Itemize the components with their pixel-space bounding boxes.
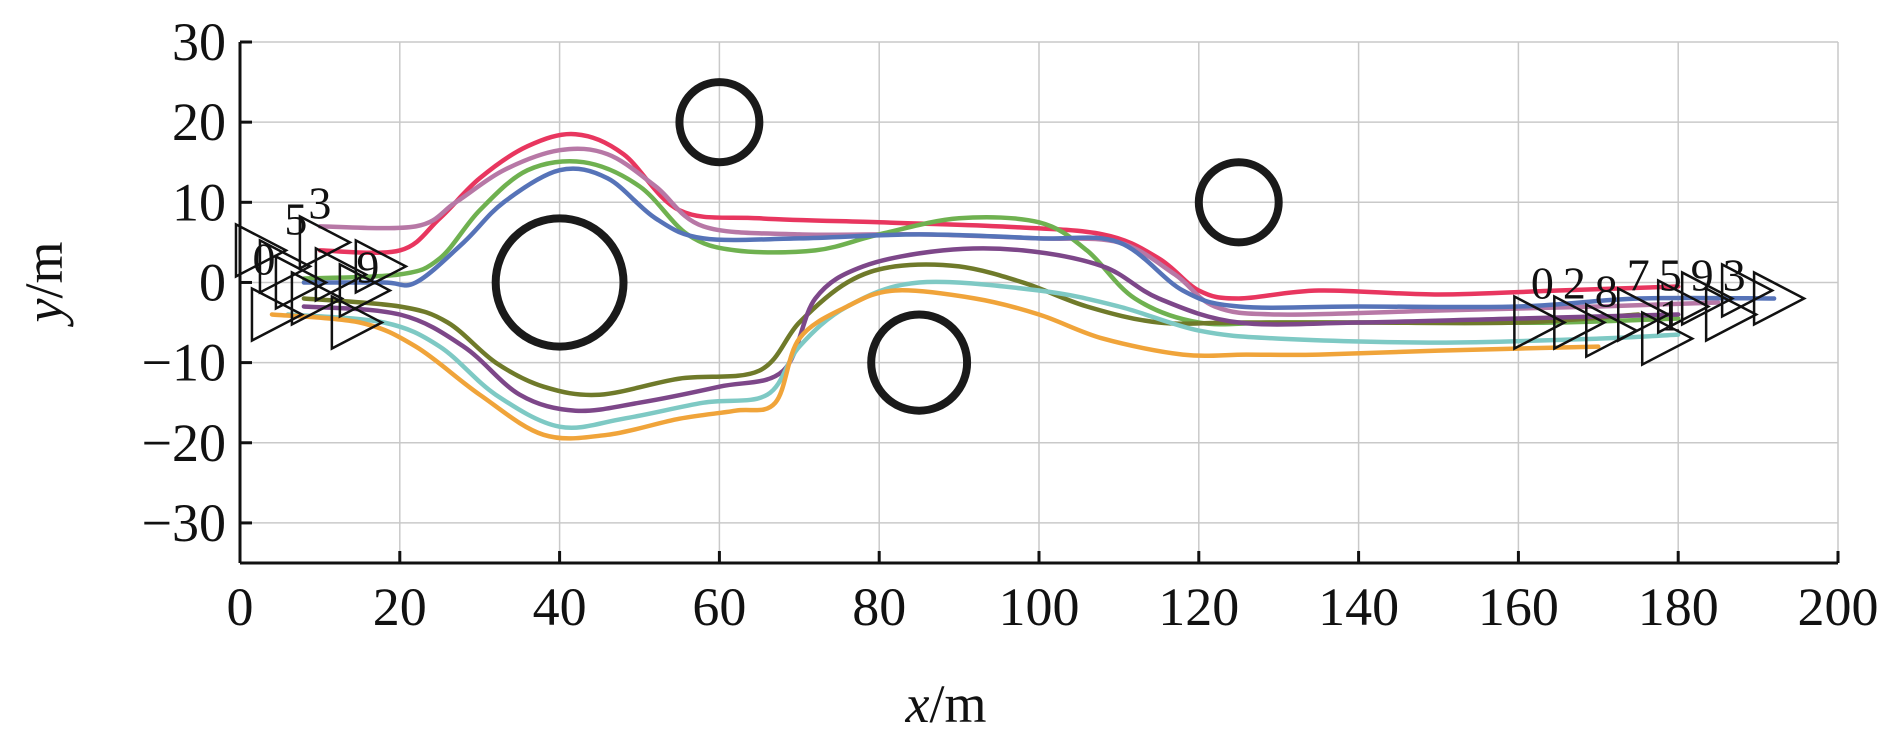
vehicle-marker-label: 1 [1659,290,1682,341]
y-tick-label: −30 [142,493,226,553]
trajectory-line [301,166,1777,310]
vehicle-marker [258,238,313,295]
vehicle-marker [1704,286,1759,343]
vehicle-marker-label: 3 [308,177,331,228]
vehicle-marker-label: 5 [1659,249,1682,300]
x-axis-unit: /m [929,674,986,734]
x-tick-label: 200 [1798,577,1879,637]
x-tick-label: 60 [692,577,746,637]
grid [240,41,1839,563]
x-tick-label: 0 [227,577,254,637]
vehicle-markers: 350 9 0 2 8 7 5 9 31 [234,177,1807,367]
y-axis-unit: /m [14,242,74,299]
vehicle-marker [338,262,393,319]
y-tick-label: 10 [172,172,226,232]
x-tick-label: 120 [1158,577,1239,637]
vehicle-marker [1553,294,1608,351]
vehicle-marker-label: 8 [1595,266,1618,317]
obstacles [491,78,1283,415]
x-tick-label: 80 [852,577,906,637]
vehicle-marker-label: 0 [1531,257,1554,308]
vehicle-marker [1752,270,1807,327]
vehicle-marker-label: 0 [252,233,275,284]
axes [238,40,1840,565]
vehicle-marker-label: 9 [356,241,379,292]
vehicle-marker [354,238,409,295]
vehicle-marker [1585,302,1639,359]
tick-labels: 0 20 40 60 80 100 120 140 160 180 2003020100−10−20… [142,12,1879,637]
vehicle-marker [1720,262,1775,319]
vehicle-marker [1640,310,1695,367]
x-axis-var: x [905,674,930,734]
vehicle-marker-label: 2 [1563,257,1586,308]
obstacle-circle [675,78,764,167]
vehicle-marker-label: 7 [1627,249,1650,300]
vehicle-marker [274,254,329,311]
trajectory-line [301,246,1681,414]
vehicle-marker [1513,294,1568,351]
trajectory-line [269,288,1601,441]
vehicle-marker [298,214,353,271]
vehicle-marker [250,286,305,343]
vehicle-marker-label: 9 [1691,249,1714,300]
x-tick-label: 40 [533,577,587,637]
x-tick-label: 140 [1318,577,1399,637]
x-tick-label: 160 [1478,577,1559,637]
y-tick-label: 20 [172,92,226,152]
vehicle-marker-label: 5 [284,193,307,244]
trajectory-line [317,131,1681,301]
vehicle-marker [330,294,385,351]
obstacle-circle [491,214,628,351]
y-tick-label: −20 [142,413,226,473]
x-tick-label: 180 [1638,577,1719,637]
x-axis-title: x/m [905,674,987,734]
x-tick-label: 20 [373,577,427,637]
y-tick-label: 30 [172,12,226,72]
y-axis-title: y/m [14,242,74,328]
vehicle-marker-label: 3 [1723,249,1746,300]
y-axis-var: y [14,298,74,327]
obstacle-circle [1194,158,1283,247]
trajectories [269,131,1777,441]
y-tick-label: 0 [199,252,226,312]
obstacle-circle [867,310,972,415]
y-tick-label: −10 [142,333,226,393]
x-tick-label: 100 [999,577,1080,637]
